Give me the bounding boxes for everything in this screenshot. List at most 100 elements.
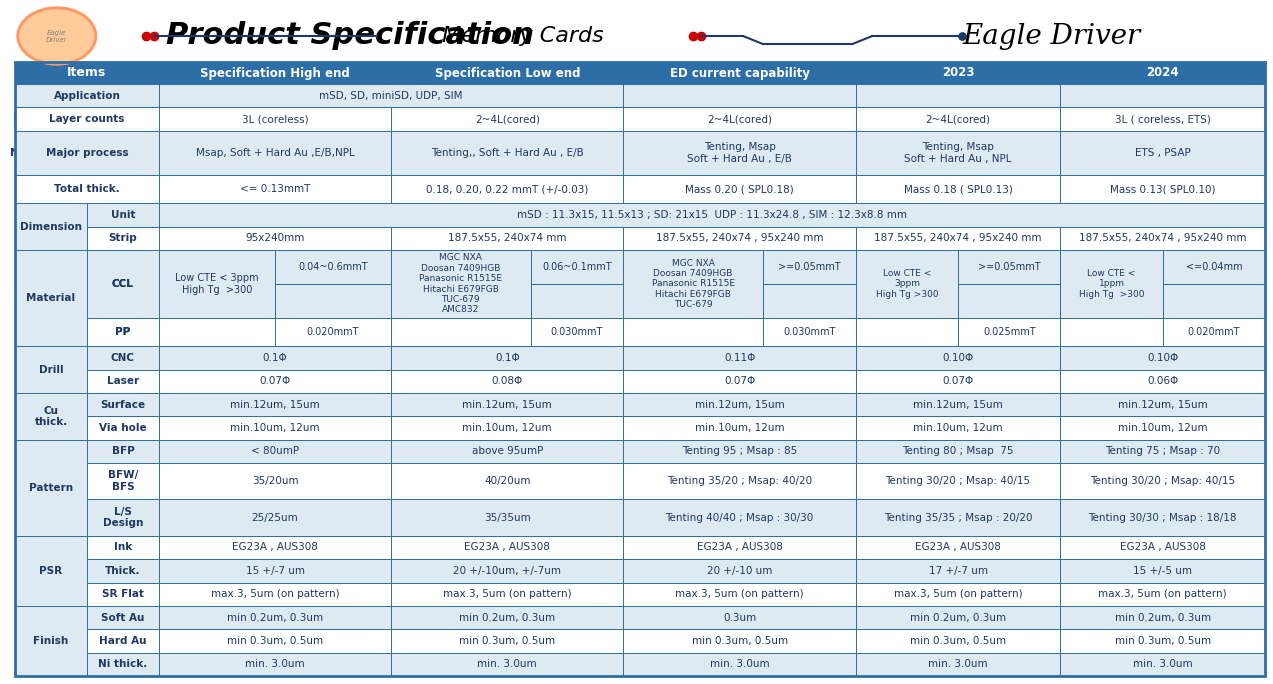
Text: min. 3.0um: min. 3.0um bbox=[1133, 659, 1193, 670]
FancyBboxPatch shape bbox=[87, 417, 159, 440]
Text: <= 0.13mmT: <= 0.13mmT bbox=[239, 184, 311, 194]
Text: CCL: CCL bbox=[112, 279, 134, 289]
Text: 35/20um: 35/20um bbox=[252, 476, 298, 486]
Text: 0.10Φ: 0.10Φ bbox=[942, 353, 974, 363]
FancyBboxPatch shape bbox=[15, 131, 159, 175]
FancyBboxPatch shape bbox=[159, 84, 624, 107]
FancyBboxPatch shape bbox=[1060, 107, 1265, 131]
FancyBboxPatch shape bbox=[959, 317, 1060, 346]
Text: Eagle
Driver: Eagle Driver bbox=[46, 29, 67, 42]
FancyBboxPatch shape bbox=[15, 84, 159, 107]
Text: min. 3.0um: min. 3.0um bbox=[477, 659, 537, 670]
FancyBboxPatch shape bbox=[159, 653, 391, 676]
FancyBboxPatch shape bbox=[87, 131, 159, 175]
FancyBboxPatch shape bbox=[159, 62, 391, 84]
FancyBboxPatch shape bbox=[87, 346, 159, 369]
FancyBboxPatch shape bbox=[87, 84, 159, 107]
FancyBboxPatch shape bbox=[855, 84, 1060, 107]
Text: Tenting 30/30 ; Msap : 18/18: Tenting 30/30 ; Msap : 18/18 bbox=[1088, 512, 1237, 523]
Text: min.10um, 12um: min.10um, 12um bbox=[462, 423, 552, 433]
Text: ED current capability: ED current capability bbox=[670, 66, 810, 79]
FancyBboxPatch shape bbox=[855, 317, 959, 346]
FancyBboxPatch shape bbox=[15, 440, 87, 536]
FancyBboxPatch shape bbox=[159, 175, 391, 203]
FancyBboxPatch shape bbox=[1060, 606, 1265, 629]
FancyBboxPatch shape bbox=[855, 583, 1060, 606]
FancyBboxPatch shape bbox=[159, 203, 1265, 227]
Text: >=0.05mmT: >=0.05mmT bbox=[978, 262, 1040, 272]
Text: min 0.2um, 0.3um: min 0.2um, 0.3um bbox=[227, 613, 323, 622]
FancyBboxPatch shape bbox=[763, 284, 855, 317]
FancyBboxPatch shape bbox=[391, 346, 624, 369]
FancyBboxPatch shape bbox=[1060, 536, 1265, 559]
FancyBboxPatch shape bbox=[855, 629, 1060, 653]
FancyBboxPatch shape bbox=[87, 203, 159, 227]
Text: ETS , PSAP: ETS , PSAP bbox=[1134, 148, 1190, 158]
FancyBboxPatch shape bbox=[159, 346, 391, 369]
Text: Tenting 40/40 ; Msap : 30/30: Tenting 40/40 ; Msap : 30/30 bbox=[666, 512, 813, 523]
Text: BFP: BFP bbox=[112, 447, 134, 456]
Text: Tenting 80 ; Msap  75: Tenting 80 ; Msap 75 bbox=[903, 447, 1013, 456]
Text: Tenting 75 ; Msap : 70: Tenting 75 ; Msap : 70 bbox=[1105, 447, 1221, 456]
Text: 0.1Φ: 0.1Φ bbox=[495, 353, 519, 363]
Text: min. 3.0um: min. 3.0um bbox=[246, 659, 304, 670]
Text: 3L ( coreless, ETS): 3L ( coreless, ETS) bbox=[1115, 114, 1211, 124]
FancyBboxPatch shape bbox=[15, 606, 87, 676]
Text: <=0.04mm: <=0.04mm bbox=[1185, 262, 1242, 272]
Text: 0.10Φ: 0.10Φ bbox=[1147, 353, 1179, 363]
Text: Soft Au: Soft Au bbox=[102, 613, 145, 622]
Text: BFW/
BFS: BFW/ BFS bbox=[108, 471, 137, 492]
Text: max.3, 5um (on pattern): max.3, 5um (on pattern) bbox=[1099, 589, 1227, 599]
Text: min 0.3um, 0.5um: min 0.3um, 0.5um bbox=[460, 636, 555, 646]
FancyBboxPatch shape bbox=[159, 393, 391, 417]
FancyBboxPatch shape bbox=[87, 606, 159, 629]
Text: min 0.2um, 0.3um: min 0.2um, 0.3um bbox=[910, 613, 1006, 622]
FancyBboxPatch shape bbox=[1162, 250, 1265, 284]
Text: above 95umP: above 95umP bbox=[471, 447, 544, 456]
FancyBboxPatch shape bbox=[1060, 84, 1265, 107]
Text: L/S
Design: L/S Design bbox=[103, 507, 143, 529]
FancyBboxPatch shape bbox=[1060, 250, 1162, 317]
Text: 187.5x55, 240x74 , 95x240 mm: 187.5x55, 240x74 , 95x240 mm bbox=[875, 233, 1041, 244]
FancyBboxPatch shape bbox=[391, 250, 531, 317]
Text: 0.06Φ: 0.06Φ bbox=[1147, 376, 1179, 386]
FancyBboxPatch shape bbox=[159, 536, 391, 559]
Text: mSD, SD, miniSD, UDP, SIM: mSD, SD, miniSD, UDP, SIM bbox=[320, 91, 463, 101]
Text: EG23A , AUS308: EG23A , AUS308 bbox=[696, 542, 783, 553]
Text: Laser: Laser bbox=[107, 376, 139, 386]
FancyBboxPatch shape bbox=[1162, 317, 1265, 346]
Text: Thick.: Thick. bbox=[106, 566, 140, 576]
FancyBboxPatch shape bbox=[1060, 499, 1265, 536]
FancyBboxPatch shape bbox=[15, 203, 87, 250]
FancyBboxPatch shape bbox=[624, 369, 855, 393]
Text: Tenting 30/20 ; Msap: 40/15: Tenting 30/20 ; Msap: 40/15 bbox=[1090, 476, 1235, 486]
Text: Drill: Drill bbox=[38, 365, 64, 375]
Text: Specification Low end: Specification Low end bbox=[434, 66, 580, 79]
Text: CCL: CCL bbox=[112, 279, 134, 289]
FancyBboxPatch shape bbox=[855, 536, 1060, 559]
Text: MGC NXA
Doosan 7409HGB
Panasonic R1515E
Hitachi E679FGB
TUC-679
AMC832: MGC NXA Doosan 7409HGB Panasonic R1515E … bbox=[419, 254, 503, 315]
FancyBboxPatch shape bbox=[391, 463, 624, 499]
FancyBboxPatch shape bbox=[159, 583, 391, 606]
FancyBboxPatch shape bbox=[159, 463, 391, 499]
FancyBboxPatch shape bbox=[624, 559, 855, 583]
FancyBboxPatch shape bbox=[15, 62, 159, 84]
FancyBboxPatch shape bbox=[15, 536, 87, 606]
Text: min.12um, 15um: min.12um, 15um bbox=[462, 399, 552, 410]
Text: 2024: 2024 bbox=[1147, 66, 1179, 79]
FancyBboxPatch shape bbox=[391, 107, 624, 131]
Text: 0.020mmT: 0.020mmT bbox=[307, 327, 359, 337]
FancyBboxPatch shape bbox=[1060, 440, 1265, 463]
FancyBboxPatch shape bbox=[855, 440, 1060, 463]
FancyBboxPatch shape bbox=[624, 536, 855, 559]
FancyBboxPatch shape bbox=[624, 175, 855, 203]
FancyBboxPatch shape bbox=[87, 440, 159, 463]
Text: 2~4L(cored): 2~4L(cored) bbox=[475, 114, 540, 124]
Text: min.12um, 15um: min.12um, 15um bbox=[1118, 399, 1208, 410]
FancyBboxPatch shape bbox=[855, 250, 959, 317]
Text: EG23A , AUS308: EG23A , AUS308 bbox=[232, 542, 318, 553]
FancyBboxPatch shape bbox=[1060, 346, 1265, 369]
FancyBboxPatch shape bbox=[15, 393, 87, 440]
Text: 0.030mmT: 0.030mmT bbox=[783, 327, 835, 337]
Bar bbox=[15, 62, 1265, 676]
